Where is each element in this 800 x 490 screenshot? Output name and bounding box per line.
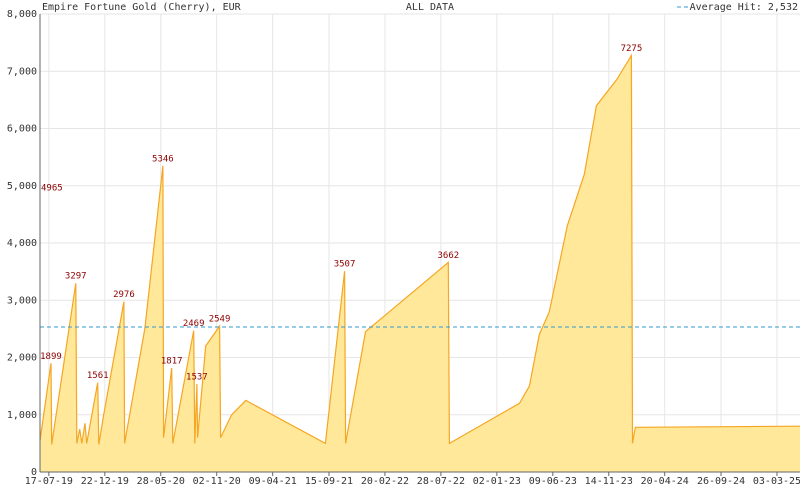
x-tick-label: 28-07-22 xyxy=(417,476,465,487)
data-label: 3507 xyxy=(334,260,356,270)
data-label: 1537 xyxy=(186,373,208,383)
annotation: 4965 xyxy=(41,183,63,193)
chart-subtitle: ALL DATA xyxy=(406,2,454,13)
x-tick-label: 02-01-23 xyxy=(473,476,521,487)
y-tick-label: 0 xyxy=(31,467,37,478)
y-tick-label: 3,000 xyxy=(7,295,37,306)
data-label: 5346 xyxy=(152,154,174,164)
data-label: 1561 xyxy=(87,371,109,381)
x-tick-label: 09-06-23 xyxy=(529,476,577,487)
x-tick-label: 09-04-21 xyxy=(249,476,297,487)
data-label: 3297 xyxy=(65,272,87,282)
x-tick-label: 28-05-20 xyxy=(137,476,185,487)
x-tick-label: 15-09-21 xyxy=(305,476,353,487)
data-label: 7275 xyxy=(621,44,643,54)
x-tick-label: 14-11-23 xyxy=(585,476,633,487)
chart-title: Empire Fortune Gold (Cherry), EUR xyxy=(42,2,242,13)
y-tick-label: 2,000 xyxy=(7,353,37,364)
y-tick-label: 4,000 xyxy=(7,238,37,249)
data-label: 1817 xyxy=(161,356,183,366)
data-label: 2469 xyxy=(183,319,205,329)
area xyxy=(40,55,800,472)
y-tick-label: 7,000 xyxy=(7,66,37,77)
y-tick-label: 5,000 xyxy=(7,181,37,192)
data-label: 3662 xyxy=(437,251,459,261)
data-label: 2549 xyxy=(209,315,231,325)
data-label: 1899 xyxy=(40,352,62,362)
y-tick-label: 8,000 xyxy=(7,9,37,20)
data-label: 2976 xyxy=(113,290,135,300)
x-tick-label: 26-09-24 xyxy=(697,476,745,487)
line xyxy=(39,53,800,445)
x-tick-label: 17-07-19 xyxy=(25,476,73,487)
x-tick-label: 22-12-19 xyxy=(81,476,129,487)
x-tick-label: 03-03-25 xyxy=(753,476,800,487)
y-tick-label: 6,000 xyxy=(7,124,37,135)
legend-label: Average Hit: 2,532 xyxy=(690,2,798,13)
x-tick-label: 02-11-20 xyxy=(193,476,241,487)
y-tick-label: 1,000 xyxy=(7,410,37,421)
x-tick-label: 20-04-24 xyxy=(641,476,689,487)
x-tick-label: 20-02-22 xyxy=(361,476,409,487)
